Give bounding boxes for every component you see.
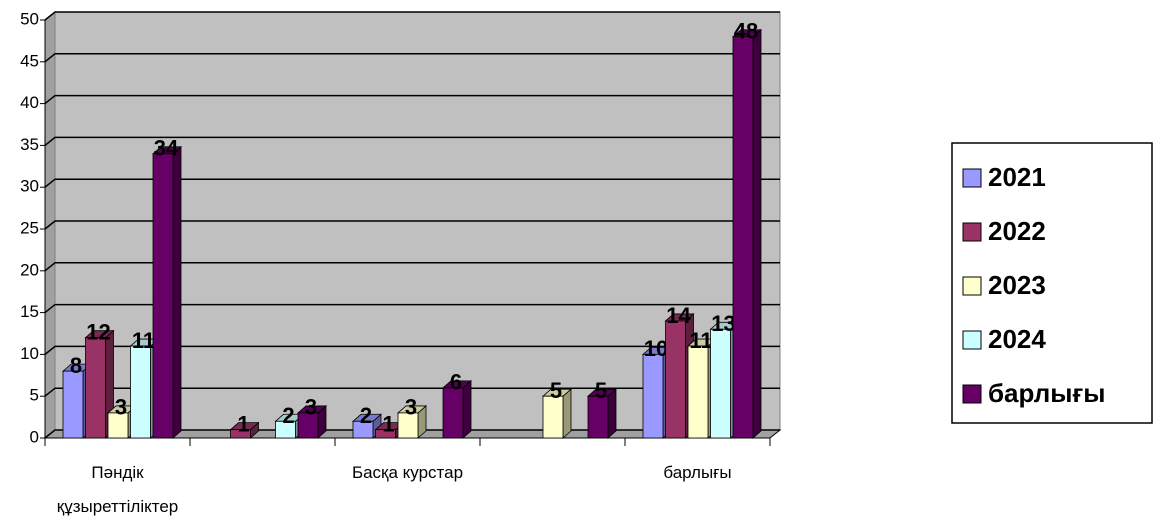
grid-line — [44, 303, 780, 314]
legend-box — [951, 142, 1153, 424]
bar-front — [397, 412, 419, 439]
value-label: 8 — [70, 353, 82, 378]
value-label: 5 — [595, 378, 607, 403]
bar — [296, 405, 328, 439]
y-tick-label: 15 — [20, 302, 39, 321]
bar-front — [442, 387, 464, 439]
y-tick-label: 5 — [30, 386, 39, 405]
bar — [84, 329, 115, 439]
grid-line — [44, 178, 780, 188]
legend-label: 2023 — [988, 270, 1046, 300]
grid-line — [44, 94, 780, 105]
bar-side — [607, 388, 617, 439]
value-label: 11 — [132, 328, 155, 353]
bar-front — [732, 36, 754, 439]
value-label: 34 — [154, 136, 179, 161]
bar-front — [297, 412, 319, 439]
grid-line — [44, 345, 780, 355]
bar-side — [752, 28, 762, 439]
y-tick-label: 0 — [30, 427, 39, 446]
grid-line — [44, 262, 780, 272]
bar — [151, 145, 183, 439]
legend-label: барлығы — [988, 378, 1106, 408]
y-tick-label: 40 — [20, 93, 39, 112]
bar-front — [710, 328, 731, 439]
legend-swatch — [962, 384, 982, 404]
grid-line — [44, 387, 780, 397]
bar — [731, 28, 763, 439]
y-tick-label: 30 — [20, 177, 39, 196]
bar-front — [152, 153, 174, 439]
bar-front — [275, 420, 296, 439]
value-label: 2 — [282, 403, 294, 428]
x-tick-label: барлығы — [663, 463, 732, 482]
grid-line — [44, 11, 780, 21]
bar-side — [462, 379, 472, 439]
y-tick-label: 10 — [20, 344, 39, 363]
bar-front — [230, 429, 251, 439]
bar — [541, 388, 573, 439]
value-label: 3 — [405, 395, 417, 420]
legend-label: 2022 — [988, 216, 1046, 246]
y-tick-label: 25 — [20, 218, 39, 237]
grid-line — [44, 429, 780, 439]
grid-line — [44, 53, 780, 63]
grid-line — [44, 220, 780, 230]
legend-label: 2024 — [988, 324, 1046, 354]
value-label: 10 — [644, 336, 668, 361]
value-label: 14 — [666, 303, 691, 328]
value-label: 5 — [550, 378, 562, 403]
bar — [106, 405, 138, 439]
bar-front — [587, 395, 609, 439]
legend-swatch — [962, 168, 982, 188]
bar-front — [687, 345, 709, 439]
x-tick-label: Пәндік құзыреттіліктер — [56, 463, 179, 516]
legend-label: 2021 — [988, 162, 1046, 192]
value-label: 13 — [711, 311, 735, 336]
legend-swatch — [962, 276, 982, 296]
bar-front — [352, 420, 374, 439]
value-label: 3 — [305, 395, 317, 420]
bar-side — [562, 388, 572, 439]
y-tick-label: 50 — [20, 9, 39, 28]
legend-swatch — [962, 330, 982, 350]
bar — [441, 379, 473, 439]
bar — [586, 388, 618, 439]
bar-front — [130, 345, 151, 439]
value-label: 11 — [689, 328, 712, 353]
y-tick-label: 45 — [20, 51, 39, 70]
bar-front — [542, 395, 564, 439]
bar-front — [107, 412, 129, 439]
value-label: 48 — [734, 19, 758, 44]
value-label: 2 — [360, 403, 372, 428]
bar-front — [62, 370, 84, 439]
bar-side — [172, 145, 182, 439]
bar-front — [375, 429, 396, 439]
bar — [229, 421, 260, 439]
x-tick-label: Басқа курстар — [351, 463, 464, 482]
y-tick-label: 35 — [20, 135, 39, 154]
value-label: 6 — [450, 370, 462, 395]
value-label: 1 — [382, 411, 394, 436]
y-tick-label: 20 — [20, 260, 39, 279]
bar-front — [85, 337, 106, 439]
value-label: 3 — [115, 395, 127, 420]
grid-line — [44, 136, 780, 146]
value-label: 12 — [86, 319, 110, 344]
bar-front — [642, 353, 664, 439]
bar — [396, 405, 428, 439]
value-label: 1 — [237, 411, 249, 436]
legend-swatch — [962, 222, 982, 242]
bar-front — [665, 320, 686, 439]
